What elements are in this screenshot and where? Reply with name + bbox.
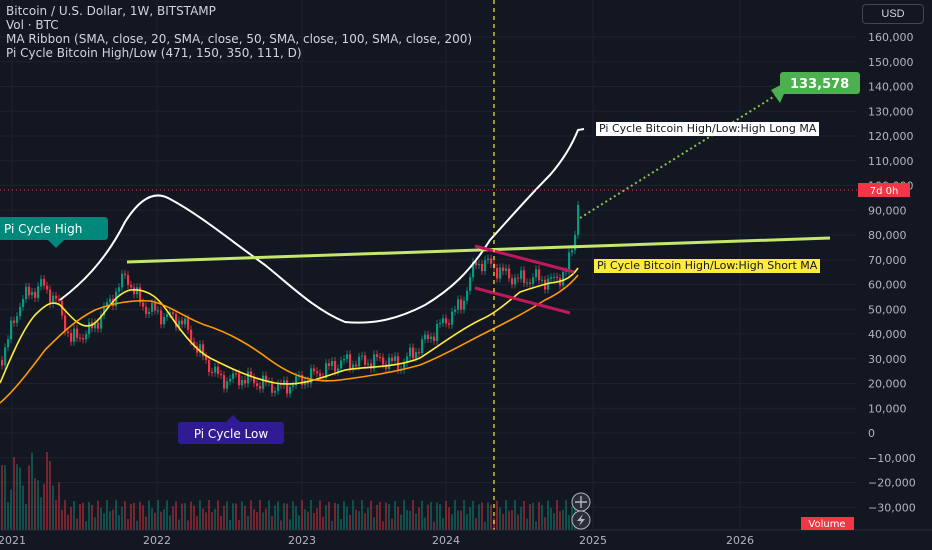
chart-legend: Bitcoin / U.S. Dollar, 1W, BITSTAMP Vol … — [6, 4, 472, 60]
symbol-title[interactable]: Bitcoin / U.S. Dollar, 1W, BITSTAMP — [6, 4, 216, 18]
price-tick: 50,000 — [868, 303, 907, 316]
price-tick: 130,000 — [868, 105, 914, 118]
svg-text:Pi Cycle High: Pi Cycle High — [4, 222, 82, 236]
high-short-ma-label: Pi Cycle Bitcoin High/Low:High Short MA — [594, 259, 821, 273]
price-tick: 160,000 — [868, 31, 914, 44]
time-tick: 2022 — [143, 534, 171, 547]
crosshair-tool-icon[interactable] — [571, 492, 591, 512]
time-tick: 2026 — [726, 534, 754, 547]
time-tick: 2025 — [579, 534, 607, 547]
target-price-badge: 133,578 — [780, 72, 860, 94]
lightning-tool-icon[interactable] — [571, 510, 591, 530]
svg-text:7d 0h: 7d 0h — [870, 186, 899, 197]
price-axis[interactable]: 160,000 150,000 140,000 130,000 120,000 110,0… — [868, 31, 916, 514]
pi-cycle-high-badge: Pi Cycle High — [0, 217, 108, 248]
high-long-ma-label: Pi Cycle Bitcoin High/Low:High Long MA — [596, 122, 820, 136]
price-tick: −30,000 — [868, 501, 916, 514]
price-candles — [1, 200, 580, 398]
price-tick: 70,000 — [868, 254, 907, 267]
price-tick: 10,000 — [868, 402, 907, 415]
price-tick: 60,000 — [868, 279, 907, 292]
price-tick: 30,000 — [868, 353, 907, 366]
volume-bars — [1, 451, 579, 530]
price-tick: 140,000 — [868, 81, 914, 94]
time-tick: 2024 — [432, 534, 460, 547]
svg-text:Pi Cycle Low: Pi Cycle Low — [194, 427, 269, 441]
price-tick: 150,000 — [868, 56, 914, 69]
svg-text:133,578: 133,578 — [790, 77, 849, 92]
flag-top-line — [474, 244, 575, 274]
volume-indicator-title[interactable]: Vol · BTC — [6, 18, 59, 32]
countdown-tag: 7d 0h — [858, 183, 910, 197]
grid-lines — [0, 0, 857, 530]
price-tick: 90,000 — [868, 204, 907, 217]
price-tick: 0 — [868, 427, 875, 440]
ma-ribbon-indicator-title[interactable]: MA Ribbon (SMA, close, 20, SMA, close, 5… — [6, 32, 473, 46]
pi-cycle-indicator-title[interactable]: Pi Cycle Bitcoin High/Low (471, 150, 350… — [6, 46, 302, 60]
price-tick: −20,000 — [868, 477, 916, 490]
time-axis[interactable]: 2021 2022 2023 2024 2025 2026 — [0, 529, 932, 547]
price-tick: 120,000 — [868, 130, 914, 143]
price-tick: 20,000 — [868, 378, 907, 391]
volume-tag: Volume — [801, 517, 854, 530]
pi-cycle-low-badge: Pi Cycle Low — [178, 415, 284, 444]
time-tick: 2023 — [288, 534, 316, 547]
ma-50-line — [0, 274, 579, 404]
time-tick: 2021 — [0, 534, 26, 547]
svg-text:Volume: Volume — [808, 519, 845, 530]
price-tick: −10,000 — [868, 452, 916, 465]
flag-bottom-line — [474, 286, 571, 315]
price-tick: 40,000 — [868, 328, 907, 341]
price-tick: 110,000 — [868, 155, 914, 168]
pi-cycle-long-ma-line — [59, 128, 585, 324]
projection-dotted-line — [579, 93, 779, 219]
trend-line — [126, 236, 831, 264]
currency-button[interactable]: USD — [862, 4, 924, 24]
price-tick: 80,000 — [868, 229, 907, 242]
